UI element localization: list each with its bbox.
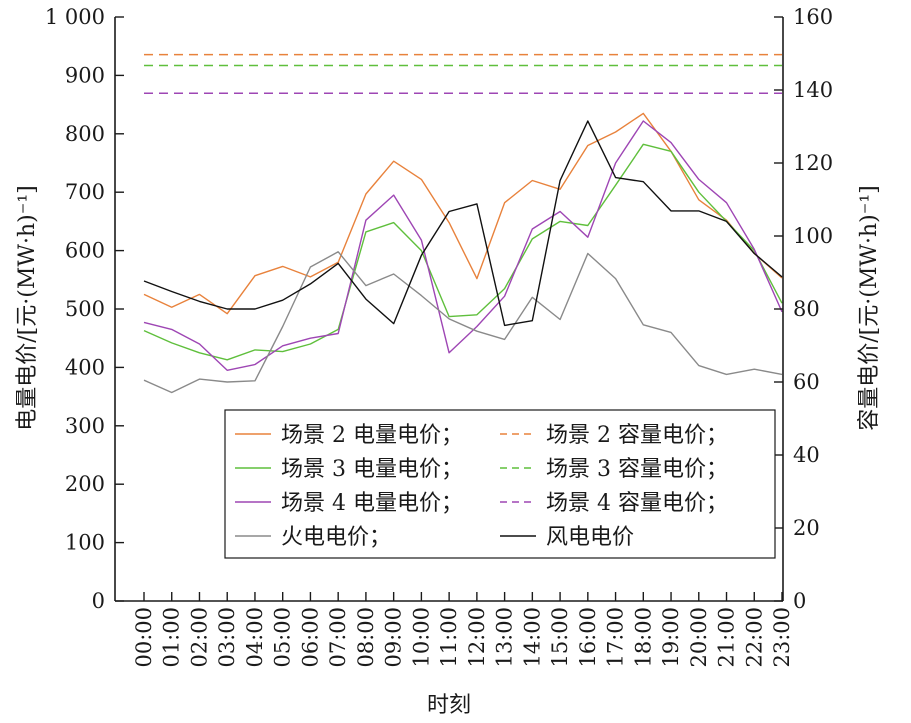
right-tick-label: 0 xyxy=(793,589,806,613)
left-tick-label: 700 xyxy=(65,180,105,204)
right-tick-label: 60 xyxy=(793,370,820,394)
x-tick-label: 20:00 xyxy=(687,607,711,668)
right-tick-label: 20 xyxy=(793,516,820,540)
series-line-2 xyxy=(143,120,783,371)
x-tick-label: 13:00 xyxy=(493,607,517,668)
legend-label: 火电电价； xyxy=(281,525,391,550)
x-tick-label: 16:00 xyxy=(576,607,600,668)
x-tick-label: 08:00 xyxy=(354,607,378,668)
series-line-0 xyxy=(143,112,783,315)
right-y-axis-title: 容量电价/[元·(MW·h)⁻¹] xyxy=(857,185,882,430)
x-tick-label: 19:00 xyxy=(659,607,683,668)
left-tick-label: 1 000 xyxy=(45,5,105,29)
right-tick-label: 140 xyxy=(793,78,833,102)
x-tick-label: 11:00 xyxy=(437,607,461,668)
right-tick-label: 40 xyxy=(793,443,820,467)
right-tick-label: 120 xyxy=(793,151,833,175)
left-tick-label: 300 xyxy=(65,414,105,438)
left-tick-label: 500 xyxy=(65,297,105,321)
x-tick-label: 03:00 xyxy=(215,607,239,668)
x-tick-label: 17:00 xyxy=(604,607,628,668)
x-tick-label: 04:00 xyxy=(243,607,267,668)
x-tick-label: 23:00 xyxy=(770,607,794,668)
x-tick-label: 06:00 xyxy=(298,607,322,668)
series-line-4 xyxy=(143,120,783,327)
legend-label: 风电电价 xyxy=(546,525,634,550)
legend-label: 场景 4 电量电价； xyxy=(281,491,463,516)
x-tick-label: 14:00 xyxy=(520,607,544,668)
series-line-3 xyxy=(143,251,783,394)
x-tick-label: 02:00 xyxy=(187,607,211,668)
plot-lines xyxy=(143,53,783,394)
left-tick-label: 800 xyxy=(65,122,105,146)
x-tick-label: 05:00 xyxy=(271,607,295,668)
x-tick-label: 10:00 xyxy=(409,607,433,668)
legend: 场景 2 电量电价； 场景 2 容量电价； 场景 3 电量电价； 场景 3 容量电价；… xyxy=(224,409,776,559)
x-tick-label: 07:00 xyxy=(326,607,350,668)
left-tick-label: 0 xyxy=(92,589,105,613)
left-tick-label: 400 xyxy=(65,355,105,379)
legend-label: 场景 3 容量电价； xyxy=(546,457,728,482)
x-tick-label: 15:00 xyxy=(548,607,572,668)
legend-label: 场景 4 容量电价； xyxy=(546,491,728,516)
x-axis-title: 时刻 xyxy=(427,693,471,718)
left-tick-label: 200 xyxy=(65,472,105,496)
x-tick-label: 00:00 xyxy=(132,607,156,668)
right-tick-label: 100 xyxy=(793,224,833,248)
left-y-axis-title: 电量电价/[元·(MW·h)⁻¹] xyxy=(15,185,40,430)
axes: 0 100 200 300 400 500 600 700 800 900 1 000 0 20 40 60… xyxy=(45,5,833,668)
series-line-1 xyxy=(143,143,783,361)
left-tick-label: 600 xyxy=(65,239,105,263)
right-tick-label: 80 xyxy=(793,297,820,321)
x-tick-label: 09:00 xyxy=(382,607,406,668)
legend-label: 场景 2 电量电价； xyxy=(281,423,463,448)
x-tick-label: 18:00 xyxy=(631,607,655,668)
x-tick-label: 01:00 xyxy=(160,607,184,668)
left-tick-label: 900 xyxy=(65,63,105,87)
right-tick-label: 160 xyxy=(793,5,833,29)
legend-label: 场景 2 容量电价； xyxy=(546,423,728,448)
left-tick-label: 100 xyxy=(65,531,105,555)
x-tick-label: 21:00 xyxy=(715,607,739,668)
x-tick-label: 22:00 xyxy=(742,607,766,668)
legend-label: 场景 3 电量电价； xyxy=(281,457,463,482)
x-tick-label: 12:00 xyxy=(465,607,489,668)
